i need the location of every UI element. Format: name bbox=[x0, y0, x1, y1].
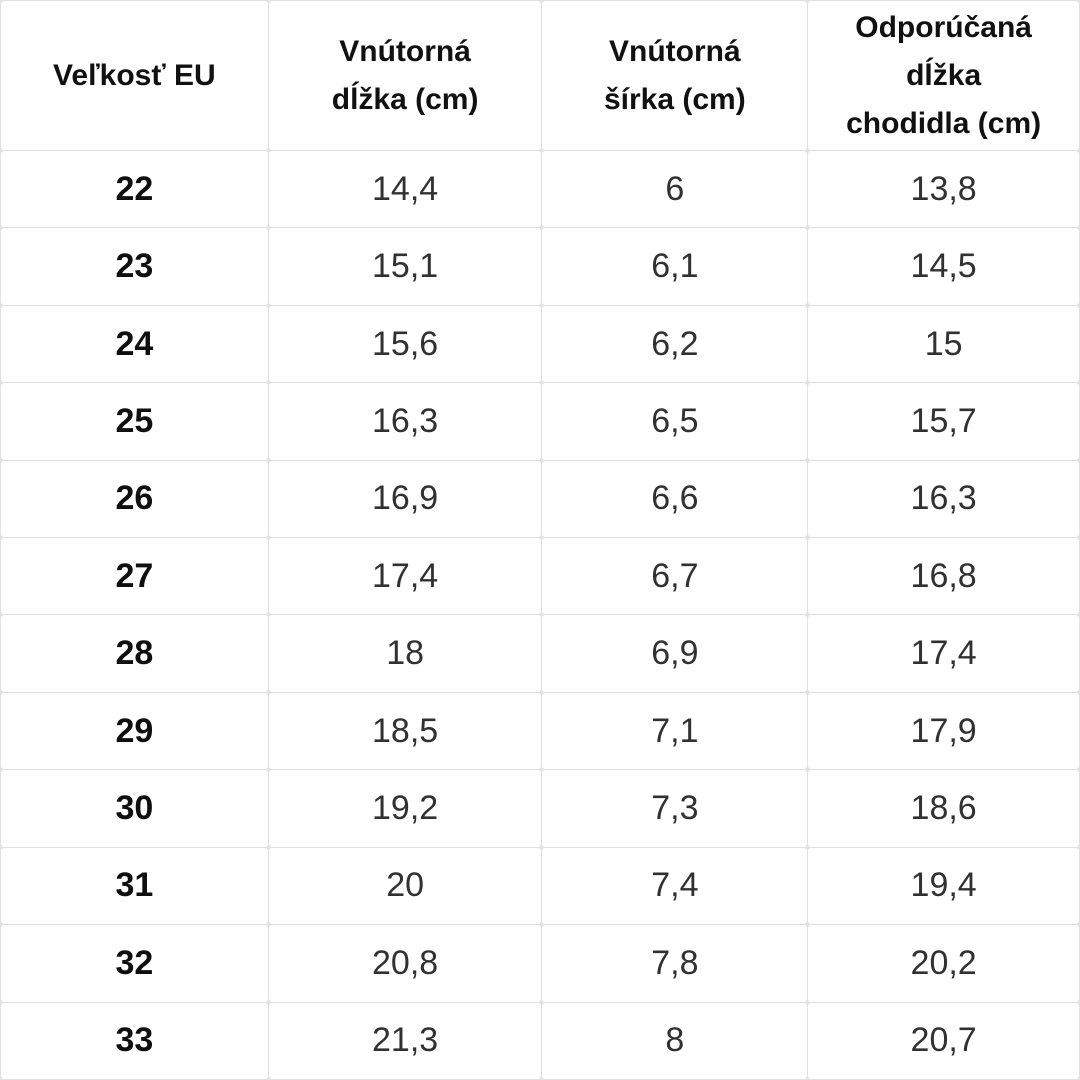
cell-inner-length: 18 bbox=[268, 615, 542, 692]
cell-inner-width: 7,3 bbox=[542, 770, 808, 847]
cell-inner-length: 20 bbox=[268, 847, 542, 925]
cell-size-eu: 33 bbox=[1, 1002, 268, 1079]
cell-inner-length: 16,9 bbox=[268, 460, 542, 538]
cell-inner-width: 6,1 bbox=[542, 228, 808, 305]
cell-inner-width: 6 bbox=[542, 151, 808, 228]
cell-size-eu: 22 bbox=[1, 151, 268, 228]
cell-inner-width: 6,6 bbox=[542, 460, 808, 538]
cell-inner-width: 7,8 bbox=[542, 925, 808, 1002]
cell-recommended-foot-length: 19,4 bbox=[808, 847, 1079, 925]
cell-size-eu: 25 bbox=[1, 383, 268, 460]
cell-size-eu: 23 bbox=[1, 228, 268, 305]
header-cell-inner-width: Vnútorná šírka (cm) bbox=[542, 1, 808, 150]
cell-inner-width: 6,5 bbox=[542, 383, 808, 460]
cell-inner-width: 6,7 bbox=[542, 538, 808, 615]
cell-inner-length: 15,6 bbox=[268, 305, 542, 383]
cell-recommended-foot-length: 20,2 bbox=[808, 925, 1079, 1002]
cell-inner-length: 18,5 bbox=[268, 692, 542, 770]
cell-size-eu: 28 bbox=[1, 615, 268, 692]
cell-inner-width: 7,4 bbox=[542, 847, 808, 925]
cell-recommended-foot-length: 15,7 bbox=[808, 383, 1079, 460]
cell-recommended-foot-length: 17,4 bbox=[808, 615, 1079, 692]
cell-recommended-foot-length: 15 bbox=[808, 305, 1079, 383]
cell-inner-width: 8 bbox=[542, 1002, 808, 1079]
header-cell-inner-length: Vnútorná dĺžka (cm) bbox=[268, 1, 542, 150]
cell-inner-length: 20,8 bbox=[268, 925, 542, 1002]
cell-inner-length: 15,1 bbox=[268, 228, 542, 305]
cell-recommended-foot-length: 13,8 bbox=[808, 151, 1079, 228]
cell-inner-width: 6,2 bbox=[542, 305, 808, 383]
header-cell-recommended-foot-length: Odporúčaná dĺžka chodidla (cm) bbox=[808, 1, 1079, 150]
cell-size-eu: 31 bbox=[1, 847, 268, 925]
cell-inner-length: 19,2 bbox=[268, 770, 542, 847]
cell-inner-length: 17,4 bbox=[268, 538, 542, 615]
cell-size-eu: 24 bbox=[1, 305, 268, 383]
cell-size-eu: 29 bbox=[1, 692, 268, 770]
cell-recommended-foot-length: 16,8 bbox=[808, 538, 1079, 615]
cell-size-eu: 32 bbox=[1, 925, 268, 1002]
cell-size-eu: 27 bbox=[1, 538, 268, 615]
cell-recommended-foot-length: 20,7 bbox=[808, 1002, 1079, 1079]
cell-recommended-foot-length: 18,6 bbox=[808, 770, 1079, 847]
cell-inner-length: 21,3 bbox=[268, 1002, 542, 1079]
cell-inner-width: 6,9 bbox=[542, 615, 808, 692]
cell-size-eu: 26 bbox=[1, 460, 268, 538]
cell-size-eu: 30 bbox=[1, 770, 268, 847]
cell-inner-length: 16,3 bbox=[268, 383, 542, 460]
cell-recommended-foot-length: 14,5 bbox=[808, 228, 1079, 305]
cell-recommended-foot-length: 17,9 bbox=[808, 692, 1079, 770]
cell-inner-length: 14,4 bbox=[268, 151, 542, 228]
cell-recommended-foot-length: 16,3 bbox=[808, 460, 1079, 538]
cell-inner-width: 7,1 bbox=[542, 692, 808, 770]
header-cell-size-eu: Veľkosť EU bbox=[1, 1, 268, 150]
